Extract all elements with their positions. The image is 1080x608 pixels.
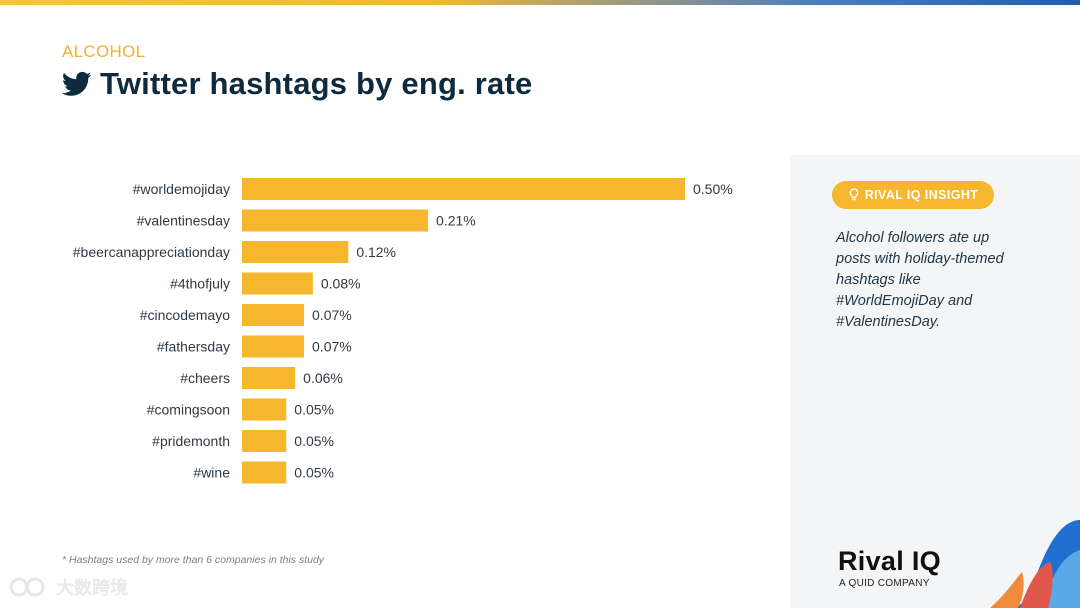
- category-label: #beercanappreciationday: [73, 244, 230, 260]
- value-label: 0.07%: [312, 307, 352, 323]
- footnote: * Hashtags used by more than 6 companies…: [62, 554, 325, 566]
- category-label: #cheers: [180, 370, 230, 386]
- bar-chart: #worldemojiday 0.50% #valentinesday 0.21% #b…: [73, 178, 733, 484]
- value-label: 0.07%: [312, 339, 352, 355]
- brand-wave-graphic: [990, 520, 1080, 608]
- category-label: #wine: [193, 465, 230, 481]
- bar: [242, 178, 685, 200]
- value-label: 0.21%: [436, 213, 476, 229]
- brand-tagline: A QUID COMPANY: [839, 578, 930, 589]
- bar: [242, 367, 296, 389]
- insight-badge-label: RIVAL IQ INSIGHT: [864, 188, 979, 202]
- value-label: 0.50%: [693, 181, 733, 197]
- value-label: 0.05%: [294, 402, 334, 418]
- bar: [242, 398, 287, 421]
- category-label: #pridemonth: [152, 433, 230, 449]
- insight-badge: RIVAL IQ INSIGHT: [832, 181, 994, 209]
- bar: [242, 209, 429, 232]
- watermark: 大数跨境: [8, 574, 128, 600]
- category-label: #comingsoon: [147, 402, 230, 418]
- insight-panel: [790, 155, 1080, 608]
- watermark-text: 大数跨境: [56, 578, 128, 598]
- category-label: #4thofjuly: [170, 276, 230, 292]
- category-label: #fathersday: [157, 339, 230, 355]
- value-label: 0.06%: [303, 370, 343, 386]
- watermark-logo-icon: [9, 577, 45, 597]
- page-title: Twitter hashtags by eng. rate: [100, 66, 533, 101]
- category-label: #valentinesday: [137, 213, 230, 229]
- value-label: 0.05%: [294, 433, 334, 449]
- insight-text: Alcohol followers ate up posts with holi…: [836, 230, 1004, 330]
- category-label: ALCOHOL: [62, 42, 146, 61]
- bar: [242, 272, 313, 295]
- top-gradient-stripe: [0, 0, 1080, 5]
- value-label: 0.05%: [294, 465, 334, 481]
- bar: [242, 430, 287, 452]
- bar: [242, 304, 305, 326]
- bar: [242, 241, 349, 263]
- brand-logo: Rival IQ: [838, 546, 941, 576]
- bar: [242, 461, 287, 484]
- twitter-bird-icon: [62, 71, 92, 96]
- lightbulb-icon: [849, 188, 859, 201]
- category-label: #worldemojiday: [133, 181, 230, 197]
- title-row: Twitter hashtags by eng. rate: [62, 64, 532, 104]
- bar: [242, 335, 305, 358]
- value-label: 0.12%: [356, 244, 396, 260]
- category-label: #cincodemayo: [140, 307, 230, 323]
- value-label: 0.08%: [321, 276, 361, 292]
